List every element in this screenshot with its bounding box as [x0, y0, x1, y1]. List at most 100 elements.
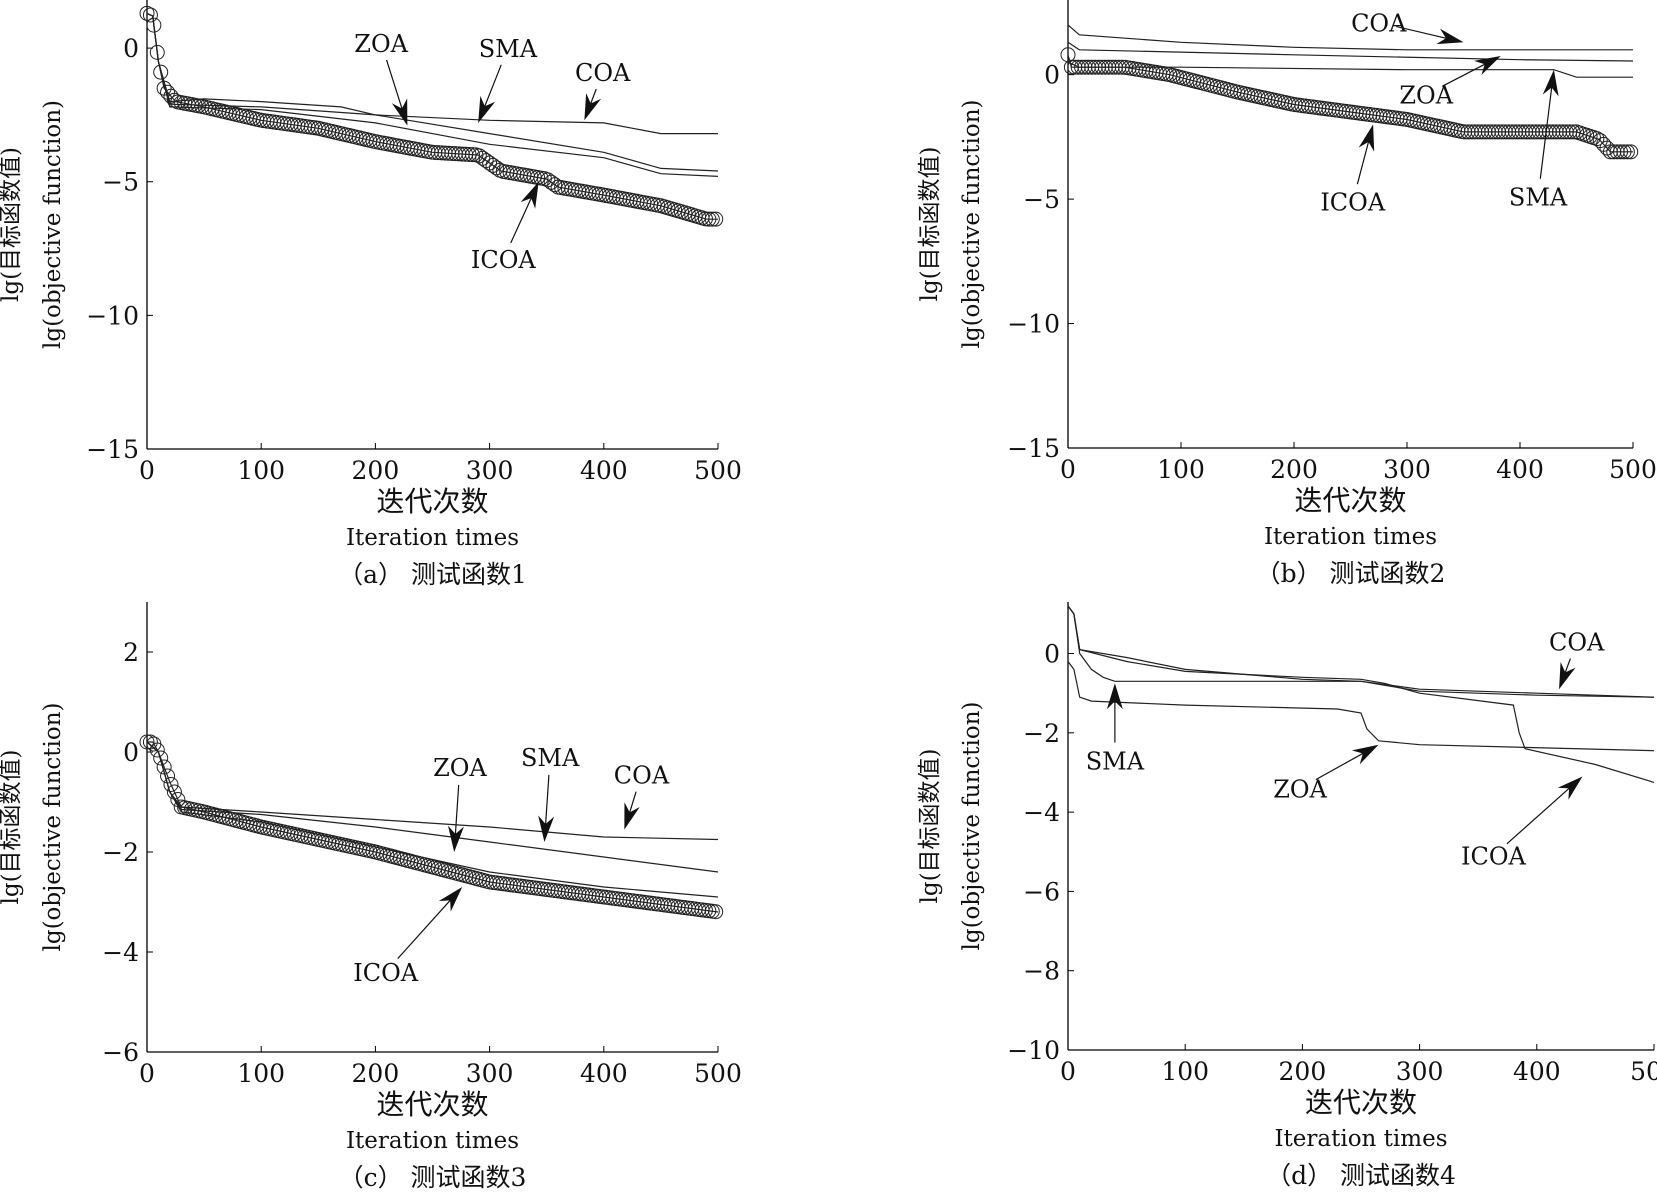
x-axis-label-en: Iteration times	[346, 525, 519, 551]
icoa-marker	[166, 92, 182, 108]
icoa-marker	[146, 17, 162, 33]
annotation-arrow-line	[385, 59, 405, 117]
annotation-arrowhead-icon	[624, 802, 640, 830]
x-tick-label: 100	[1161, 1057, 1209, 1086]
annotation-label-sma: SMA	[479, 35, 538, 63]
annotation-label-coa: COA	[1351, 9, 1407, 37]
x-tick-label: 500	[1630, 1057, 1657, 1086]
icoa-marker	[160, 768, 176, 784]
y-tick-label: −6	[102, 1038, 139, 1067]
annotation-label-zoa: ZOA	[354, 30, 408, 58]
x-tick-label: 500	[694, 456, 742, 485]
annotation-label-zoa: ZOA	[1399, 82, 1453, 110]
annotation-arrow-line	[544, 774, 550, 833]
x-axis-label-en: Iteration times	[1274, 1126, 1447, 1152]
icoa-marker	[1619, 144, 1635, 160]
y-tick-label: 0	[123, 738, 139, 767]
x-tick-label: 300	[466, 1059, 514, 1088]
y-axis-label-cn: lg(目标函数值)	[917, 146, 943, 301]
x-tick-label: 400	[580, 1059, 628, 1088]
series-line-icoa	[1067, 605, 1655, 783]
chart-panel-d: 0 100 200 300 400 500 0 −2 −4 −6 −8 −10 迭代次数 Iteratio…	[917, 602, 1657, 1190]
x-tick-label: 300	[1383, 455, 1431, 484]
icoa-marker	[547, 177, 563, 193]
y-tick-label: −8	[1023, 957, 1060, 986]
annotation-arrow-line	[454, 784, 460, 843]
subfigure-caption: （c） 测试函数3	[339, 1163, 527, 1192]
y-tick-label: −2	[1023, 719, 1060, 748]
x-tick-label: 500	[1609, 455, 1657, 484]
x-tick-label: 100	[237, 1059, 285, 1088]
subfigure-caption: （d） 测试函数4	[1266, 1161, 1456, 1190]
y-tick-label: −10	[1007, 1036, 1060, 1065]
x-tick-label: 100	[1157, 455, 1205, 484]
series-line-zoa	[1067, 41, 1634, 62]
annotation-label-icoa: ICOA	[471, 246, 537, 274]
y-axis-label-cn: lg(目标函数值)	[917, 748, 943, 903]
x-axis-label-cn: 迭代次数	[376, 485, 488, 518]
y-axis-label-en: lg(objective function)	[40, 100, 66, 349]
icoa-marker	[142, 7, 158, 23]
icoa-marker	[704, 211, 720, 227]
annotation-arrowhead-icon	[1542, 69, 1559, 97]
annotation-label-zoa: ZOA	[1273, 775, 1327, 803]
y-tick-label: 0	[1044, 640, 1060, 669]
annotation-label-sma: SMA	[1086, 748, 1145, 776]
x-tick-label: 0	[1060, 1057, 1076, 1086]
x-axis-label-en: Iteration times	[346, 1128, 519, 1154]
x-tick-label: 0	[1060, 455, 1076, 484]
icoa-marker	[488, 160, 504, 176]
annotation-arrow-line	[1539, 79, 1554, 179]
icoa-marker	[139, 734, 155, 750]
annotation-label-sma: SMA	[521, 744, 580, 772]
annotation-label-icoa: ICOA	[1461, 843, 1527, 871]
chart-panel-b: 0 100 200 300 400 500 0 −5 −10 −15 迭代次数 Iteration t…	[917, 0, 1657, 588]
series-line-zoa	[1067, 661, 1655, 752]
series-line-coa	[1067, 24, 1633, 51]
icoa-marker	[149, 742, 165, 758]
y-tick-label: −4	[102, 938, 139, 967]
x-tick-label: 500	[694, 1059, 742, 1088]
icoa-marker	[464, 147, 480, 163]
x-axis-label-cn: 迭代次数	[1294, 484, 1406, 517]
subfigure-caption: （b） 测试函数2	[1256, 559, 1446, 588]
y-tick-label: −4	[1023, 798, 1060, 827]
annotation-arrowhead-icon	[1358, 124, 1375, 152]
y-tick-label: −10	[1007, 310, 1060, 339]
annotation-label-coa: COA	[575, 59, 631, 87]
annotation-arrowhead-icon	[1351, 744, 1379, 765]
annotation-arrowhead-icon	[1106, 683, 1123, 710]
annotation-label-coa: COA	[1549, 629, 1605, 657]
icoa-marker	[708, 211, 724, 227]
subfigure-caption: （a） 测试函数1	[338, 560, 527, 589]
icoa-marker	[149, 44, 165, 60]
icoa-marker	[461, 146, 477, 162]
annotation-arrowhead-icon	[391, 98, 408, 126]
annotation-arrow-line	[1506, 782, 1576, 845]
y-tick-label: 0	[1044, 61, 1060, 90]
x-tick-label: 200	[352, 1059, 400, 1088]
x-tick-label: 300	[466, 456, 514, 485]
icoa-marker	[163, 777, 179, 792]
x-tick-label: 400	[580, 456, 628, 485]
series-line-icoa	[146, 12, 718, 220]
annotation-arrow-line	[1441, 60, 1493, 87]
x-tick-label: 400	[1513, 1057, 1561, 1086]
annotation-arrowhead-icon	[520, 181, 539, 209]
x-tick-label: 0	[139, 1059, 155, 1088]
annotation-arrow-line	[397, 894, 456, 960]
x-axis-label-cn: 迭代次数	[1305, 1086, 1417, 1119]
icoa-marker	[1060, 47, 1076, 63]
annotation-label-sma: SMA	[1509, 184, 1568, 212]
y-tick-label: −5	[1023, 185, 1060, 214]
annotation-arrowhead-icon	[538, 815, 555, 842]
annotation-arrow-line	[1396, 25, 1454, 41]
annotation-arrowhead-icon	[447, 825, 464, 852]
icoa-marker	[1616, 144, 1632, 160]
x-axis-label-en: Iteration times	[1264, 524, 1437, 550]
annotation-label-zoa: ZOA	[433, 754, 487, 782]
annotation-arrowhead-icon	[1557, 776, 1583, 800]
annotation-label-icoa: ICOA	[1320, 189, 1386, 217]
y-axis-label-en: lg(objective function)	[959, 701, 985, 950]
